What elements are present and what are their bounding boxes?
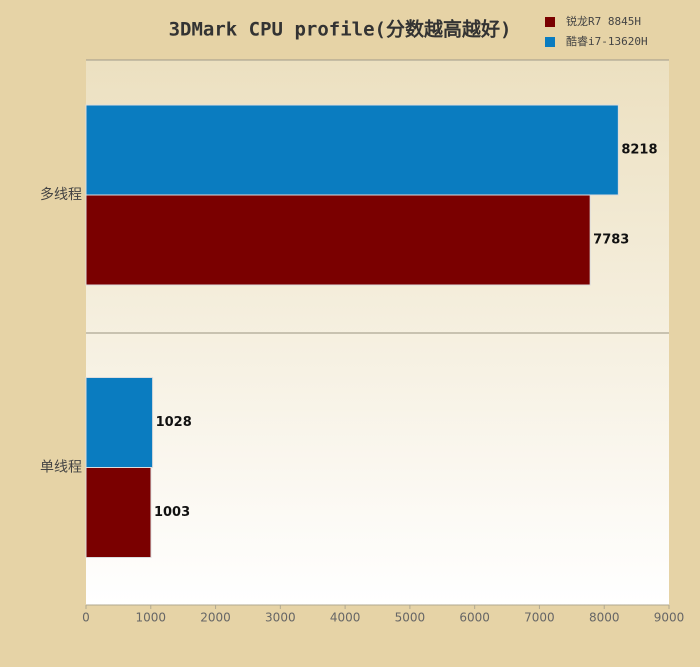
legend-swatch: [545, 17, 555, 27]
bar: [85, 467, 152, 558]
legend-swatch: [545, 37, 555, 47]
legend-label: 酷睿i7-13620H: [566, 34, 648, 48]
value-label: 8218: [621, 143, 657, 158]
y-tick-label: 单线程: [40, 460, 82, 476]
value-label: 1003: [154, 505, 190, 520]
x-tick-label: 5000: [395, 611, 426, 625]
x-tick-label: 1000: [136, 611, 167, 625]
chart-title: 3DMark CPU profile(分数越高越好): [169, 18, 512, 41]
x-tick-label: 2000: [200, 611, 231, 625]
x-tick-label: 7000: [524, 611, 555, 625]
value-label: 7783: [593, 233, 629, 248]
bar: [85, 377, 154, 468]
bar: [85, 104, 619, 196]
x-tick-label: 3000: [265, 611, 296, 625]
y-tick-label: 多线程: [40, 186, 82, 203]
x-tick-label: 6000: [459, 611, 490, 625]
legend-label: 锐龙R7 8845H: [566, 14, 641, 28]
x-tick-label: 0: [82, 611, 90, 625]
value-label: 1028: [156, 415, 192, 430]
bar: [85, 194, 591, 286]
x-tick-label: 4000: [330, 611, 361, 625]
x-tick-label: 8000: [589, 611, 620, 625]
x-tick-label: 9000: [654, 611, 685, 625]
